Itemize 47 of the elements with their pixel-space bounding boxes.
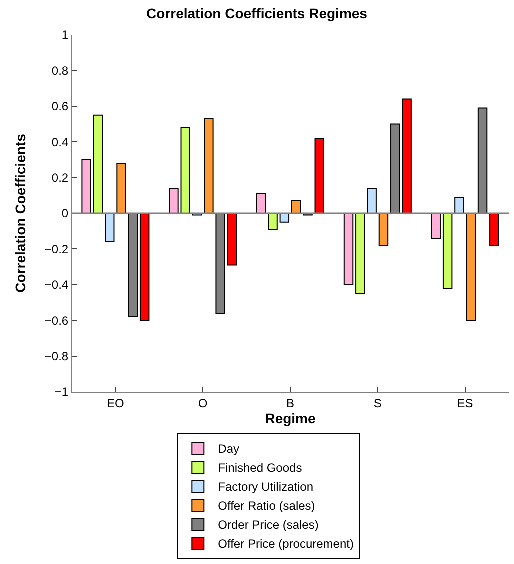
x-tick-label: B <box>286 396 295 410</box>
y-tick-label: 0.4 <box>52 135 69 150</box>
bar <box>82 159 92 214</box>
bar <box>140 213 150 322</box>
bar <box>116 163 126 214</box>
bar <box>490 213 500 246</box>
bar <box>180 127 190 214</box>
y-tick-label: 0.8 <box>52 64 69 78</box>
bar <box>204 118 214 214</box>
x-tick-label: ES <box>457 396 474 410</box>
bar <box>105 213 115 243</box>
x-tick-label: EO <box>107 396 124 410</box>
x-tick-label: O <box>198 396 208 410</box>
x-tick-label: S <box>374 396 382 410</box>
y-tick-label: −1 <box>54 385 69 400</box>
y-tick-label: 0.2 <box>52 171 69 185</box>
y-tick-label: 1 <box>62 28 69 42</box>
x-axis-title: Regime <box>265 410 316 426</box>
bar <box>356 213 366 294</box>
y-tick-label: 0.6 <box>52 100 69 114</box>
bar <box>442 213 453 289</box>
bar <box>93 114 104 214</box>
bar <box>344 213 354 286</box>
bar <box>314 138 324 214</box>
bar <box>378 213 389 246</box>
y-axis-title: Correlation Coefficients <box>12 134 28 293</box>
legend-label: Order Price (sales) <box>218 518 319 532</box>
y-tick-label: −0.8 <box>44 350 69 364</box>
bar <box>256 193 266 214</box>
chart-title: Correlation Coefficients Regimes <box>146 5 368 22</box>
legend-label: Finished Goods <box>218 461 302 476</box>
bar <box>454 196 464 214</box>
bar <box>227 213 238 266</box>
legend-label: Factory Utilization <box>218 480 314 494</box>
bar <box>169 188 179 214</box>
bar <box>367 188 377 214</box>
y-tick-label: −0.6 <box>44 314 69 328</box>
bar <box>431 213 442 239</box>
legend-label: Offer Ratio (sales) <box>218 499 316 514</box>
bar <box>268 213 278 230</box>
y-tick-label: 0 <box>62 206 69 221</box>
bar <box>291 200 302 214</box>
y-tick-label: −0.2 <box>44 242 69 256</box>
legend-label: Day <box>218 442 240 456</box>
y-tick-label: −0.4 <box>44 278 69 292</box>
bar <box>466 213 476 322</box>
legend-label: Offer Price (procurement) <box>218 537 354 552</box>
